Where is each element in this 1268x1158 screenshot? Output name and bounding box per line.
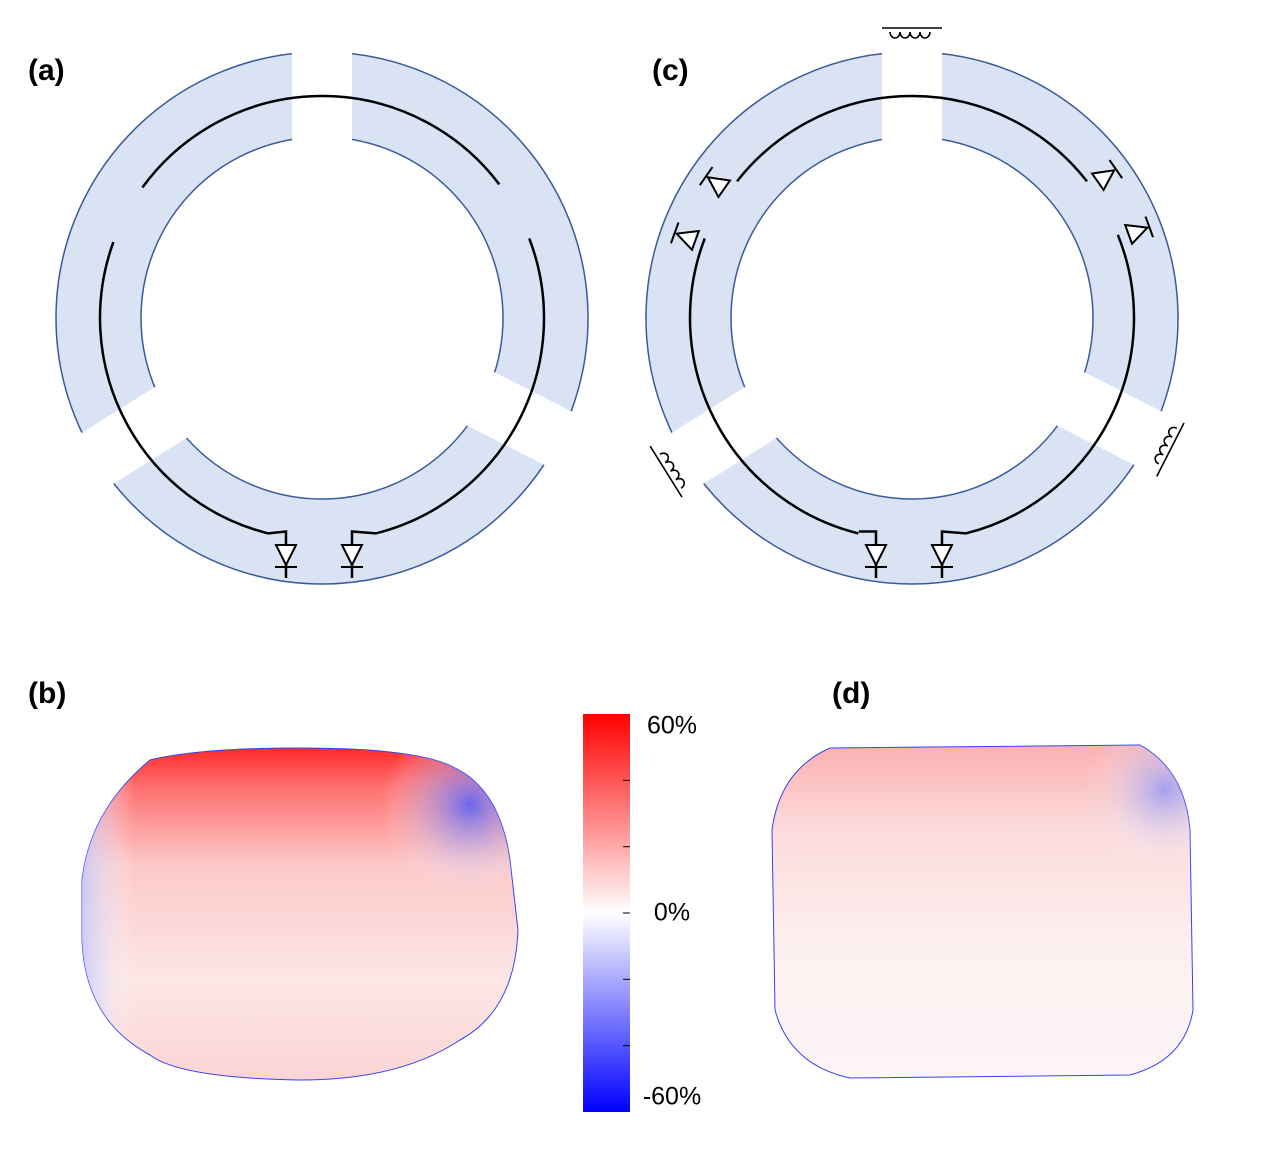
diode <box>274 544 298 568</box>
diode-triangle <box>674 229 701 252</box>
wire <box>736 94 1088 183</box>
diode <box>1123 216 1154 246</box>
diode <box>930 544 954 568</box>
diagrams <box>55 27 1185 585</box>
diode-bar <box>670 222 680 244</box>
heatmap-d <box>771 744 1194 1079</box>
wire <box>940 234 1136 578</box>
diode-triangle <box>340 544 364 568</box>
wire <box>688 237 859 535</box>
wire <box>98 241 288 578</box>
ring-gap <box>1049 368 1180 475</box>
diode-bar <box>1144 216 1154 238</box>
ring-segment <box>55 51 589 585</box>
colorbar-tick-label: 60% <box>647 712 697 740</box>
diode-triangle <box>274 544 298 568</box>
wire <box>141 94 501 189</box>
panel-label: (b) <box>28 677 66 710</box>
diode-triangle <box>864 544 888 568</box>
inductor-line <box>1156 422 1185 477</box>
panel-label: (a) <box>28 54 65 87</box>
diode-bar <box>699 166 714 186</box>
diode <box>1090 159 1123 192</box>
colorbar <box>583 714 630 1112</box>
wire <box>350 237 546 578</box>
diode-bar <box>1108 159 1123 179</box>
ring-gap <box>292 33 352 148</box>
panel-label: (d) <box>832 677 870 710</box>
diode-triangle <box>1123 223 1150 246</box>
diode <box>699 166 732 199</box>
diode-triangle <box>705 175 732 199</box>
diode <box>340 544 364 568</box>
ring-gap <box>654 382 784 495</box>
diode-triangle <box>930 544 954 568</box>
diode-triangle <box>1090 168 1117 192</box>
ring-gap <box>882 33 942 148</box>
colorbar-tick-label: 0% <box>654 899 690 927</box>
ring-gap <box>64 382 194 495</box>
inductor <box>882 27 942 39</box>
diode <box>864 544 888 568</box>
ring-segment <box>645 51 1179 585</box>
diode <box>670 222 701 252</box>
heatmap-b <box>81 747 519 1081</box>
panel-label: (c) <box>652 54 689 87</box>
inductor-line <box>649 445 683 498</box>
colorbar-tick-label: -60% <box>643 1083 701 1111</box>
ring-gap <box>459 368 590 475</box>
inductor-coil <box>889 31 931 39</box>
